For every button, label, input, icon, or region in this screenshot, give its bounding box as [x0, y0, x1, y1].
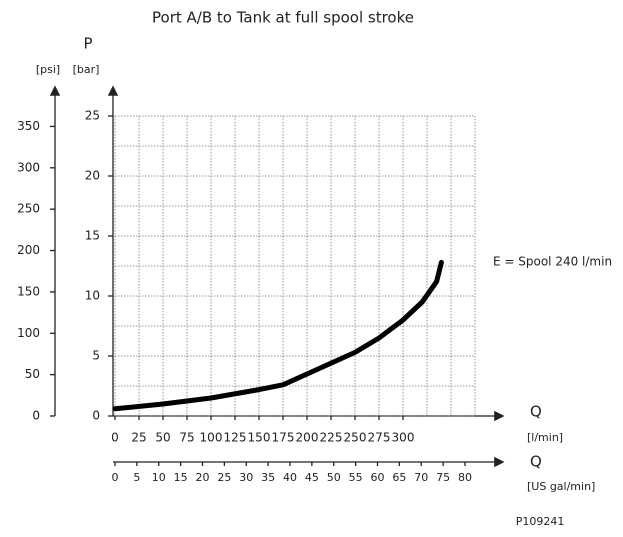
x2-tick-label: 45: [305, 471, 319, 484]
x2-tick-label: 80: [458, 471, 472, 484]
x-tick-label: 150: [248, 431, 271, 445]
y2-tick-label: 300: [17, 160, 40, 174]
y2-tick-label: 250: [17, 202, 40, 216]
x2-tick-label: 70: [414, 471, 428, 484]
y2-unit: [psi]: [36, 63, 60, 76]
y-axis-label: P: [83, 35, 92, 53]
y-tick-label: 20: [85, 169, 100, 183]
x2-axis-label: Q: [530, 453, 542, 471]
curve: [112, 259, 444, 412]
y2-tick-label: 50: [25, 367, 40, 381]
x2-tick-label: 15: [174, 471, 188, 484]
x2-tick-label: 60: [371, 471, 385, 484]
x-tick-label: 250: [344, 431, 367, 445]
x-tick-label: 0: [111, 431, 119, 445]
x-tick-label: 300: [392, 431, 415, 445]
y2-tick-label: 100: [17, 326, 40, 340]
x2-tick-label: 5: [133, 471, 140, 484]
x2-unit: [US gal/min]: [527, 480, 595, 493]
chart-title: Port A/B to Tank at full spool stroke: [152, 9, 414, 27]
x-tick-label: 75: [179, 431, 194, 445]
x-tick-label: 50: [155, 431, 170, 445]
annotation: E = Spool 240 l/min: [493, 255, 612, 269]
x-axis-label: Q: [530, 403, 542, 421]
x2-tick-label: 65: [392, 471, 406, 484]
x-tick-label: 275: [368, 431, 391, 445]
x2-tick-label: 30: [239, 471, 253, 484]
x2-tick-label: 40: [283, 471, 297, 484]
x2-tick-label: 20: [196, 471, 210, 484]
y-unit: [bar]: [73, 63, 100, 76]
x-tick-label: 125: [224, 431, 247, 445]
x2-tick-label: 0: [112, 471, 119, 484]
x-tick-label: 200: [296, 431, 319, 445]
y-tick-label: 0: [92, 409, 100, 423]
y2-tick-label: 350: [17, 119, 40, 133]
x2-tick-label: 75: [436, 471, 450, 484]
y-tick-label: 15: [85, 229, 100, 243]
y2-tick-label: 150: [17, 284, 40, 298]
x2-tick-label: 35: [261, 471, 275, 484]
y2-tick-label: 200: [17, 243, 40, 257]
x2-tick-label: 50: [327, 471, 341, 484]
y-tick-label: 5: [92, 349, 100, 363]
x2-tick-label: 55: [349, 471, 363, 484]
x-tick-label: 175: [272, 431, 295, 445]
x2-tick-label: 10: [152, 471, 166, 484]
x2-tick-label: 25: [217, 471, 231, 484]
y-tick-label: 10: [85, 289, 100, 303]
y-tick-label: 25: [85, 109, 100, 123]
x-unit: [l/min]: [527, 431, 563, 444]
x-tick-label: 100: [200, 431, 223, 445]
figure-code: P109241: [516, 515, 565, 528]
y2-tick-label: 0: [32, 409, 40, 423]
x-tick-label: 225: [320, 431, 343, 445]
x-tick-label: 25: [131, 431, 146, 445]
